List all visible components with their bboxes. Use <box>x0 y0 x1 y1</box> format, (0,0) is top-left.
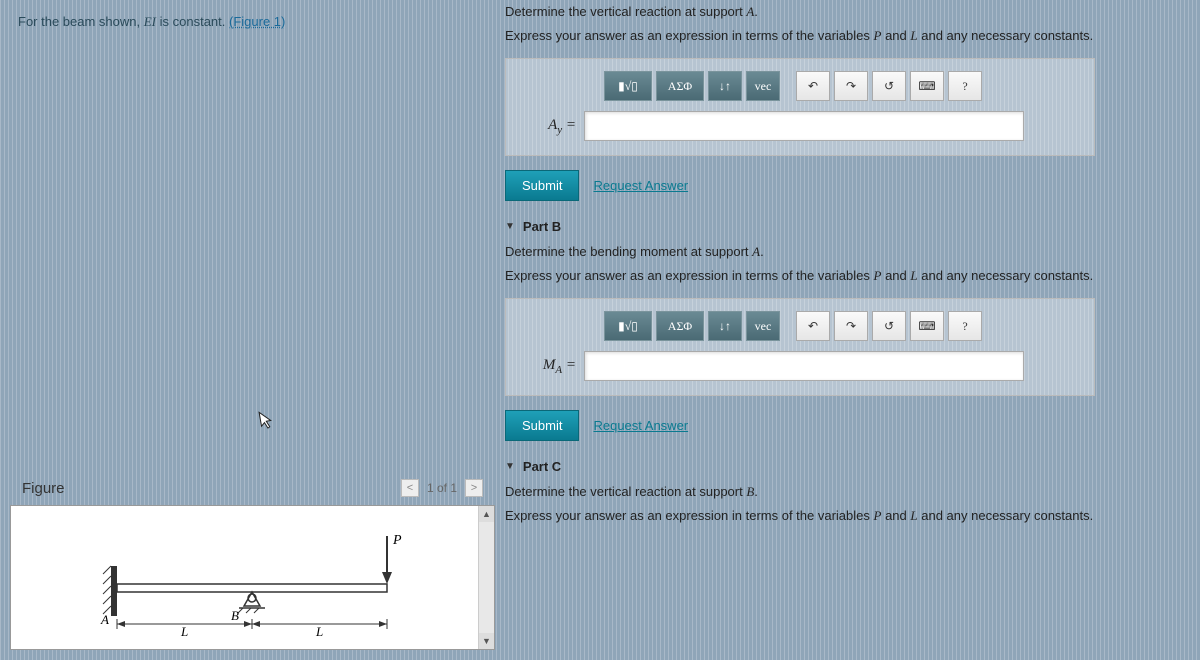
submit-button-A[interactable]: Submit <box>505 170 579 201</box>
answer-box-B: ▮√▯ΑΣΦ↓↑vec ↶↷↺⌨? MA = <box>505 298 1095 396</box>
tool-undo-button[interactable]: ↶ <box>796 311 830 341</box>
request-answer-link-B[interactable]: Request Answer <box>593 418 688 433</box>
part-header-label: Part B <box>523 219 561 234</box>
label-P: P <box>392 533 402 548</box>
figure-next-button[interactable]: > <box>465 479 483 497</box>
answer-label: MA = <box>524 357 576 376</box>
tool-redo-button[interactable]: ↷ <box>834 71 868 101</box>
tool-templates-button[interactable]: ▮√▯ <box>604 71 652 101</box>
answer-label: Ay = <box>524 117 576 136</box>
preamble-before: For the beam shown, <box>18 14 144 29</box>
action-row: Submit Request Answer <box>505 410 1190 441</box>
tool-greek-button[interactable]: ΑΣΦ <box>656 71 704 101</box>
part-C: ▼ Part C Determine the vertical reaction a… <box>505 453 1190 538</box>
beam-diagram: P L L A B <box>31 516 451 646</box>
action-row: Submit Request Answer <box>505 170 1190 201</box>
preamble-after: is constant. <box>156 14 229 29</box>
ei-var: EI <box>144 14 156 29</box>
tool-redo-button[interactable]: ↷ <box>834 311 868 341</box>
part-B: ▼ Part B Determine the bending moment at s… <box>505 213 1190 441</box>
prompt-line: Determine the bending moment at support … <box>505 240 1190 264</box>
tool-vec-button[interactable]: vec <box>746 311 780 341</box>
tool-undo-button[interactable]: ↶ <box>796 71 830 101</box>
tool-subsuper-button[interactable]: ↓↑ <box>708 311 742 341</box>
figure-canvas: P L L A B ▲ <box>10 505 495 650</box>
tool-reset-button[interactable]: ↺ <box>872 311 906 341</box>
part-header-label: Part C <box>523 459 561 474</box>
part-header-B[interactable]: ▼ Part B <box>505 213 1190 240</box>
submit-button-B[interactable]: Submit <box>505 410 579 441</box>
tool-keyboard-button[interactable]: ⌨ <box>910 311 944 341</box>
figure-scrollbar[interactable]: ▲ ▼ <box>478 506 494 649</box>
part-A: Determine the vertical reaction at suppo… <box>505 0 1190 201</box>
caret-down-icon: ▼ <box>505 461 515 472</box>
tool-reset-button[interactable]: ↺ <box>872 71 906 101</box>
tool-templates-button[interactable]: ▮√▯ <box>604 311 652 341</box>
figure-title: Figure <box>22 480 65 497</box>
label-B: B <box>231 608 239 623</box>
scroll-down-button[interactable]: ▼ <box>479 633 494 649</box>
label-L2: L <box>315 624 323 639</box>
scroll-up-button[interactable]: ▲ <box>479 506 494 522</box>
answer-row: Ay = <box>524 111 1076 141</box>
tool-subsuper-button[interactable]: ↓↑ <box>708 71 742 101</box>
figure-pager-label: 1 of 1 <box>427 481 457 495</box>
tool-vec-button[interactable]: vec <box>746 71 780 101</box>
label-A: A <box>100 612 109 627</box>
answer-input-A[interactable] <box>584 111 1024 141</box>
figure-prev-button[interactable]: < <box>401 479 419 497</box>
prompt-sub: Express your answer as an expression in … <box>505 264 1190 298</box>
prompt-line: Determine the vertical reaction at suppo… <box>505 480 1190 504</box>
answer-input-B[interactable] <box>584 351 1024 381</box>
figure-pager: < 1 of 1 > <box>401 479 483 497</box>
tool-keyboard-button[interactable]: ⌨ <box>910 71 944 101</box>
tool-help-button[interactable]: ? <box>948 71 982 101</box>
answer-row: MA = <box>524 351 1076 381</box>
request-answer-link-A[interactable]: Request Answer <box>593 178 688 193</box>
tool-greek-button[interactable]: ΑΣΦ <box>656 311 704 341</box>
answer-box-A: ▮√▯ΑΣΦ↓↑vec ↶↷↺⌨? Ay = <box>505 58 1095 156</box>
part-header-C[interactable]: ▼ Part C <box>505 453 1190 480</box>
prompt-sub: Express your answer as an expression in … <box>505 24 1190 58</box>
label-L1: L <box>180 624 188 639</box>
problem-statement: For the beam shown, EI is constant. (Fig… <box>0 0 505 44</box>
prompt-line: Determine the vertical reaction at suppo… <box>505 0 1190 24</box>
tool-help-button[interactable]: ? <box>948 311 982 341</box>
prompt-sub: Express your answer as an expression in … <box>505 504 1190 538</box>
equation-toolbar: ▮√▯ΑΣΦ↓↑vec ↶↷↺⌨? <box>604 311 1076 341</box>
figure-header: Figure < 1 of 1 > <box>10 471 495 505</box>
equation-toolbar: ▮√▯ΑΣΦ↓↑vec ↶↷↺⌨? <box>604 71 1076 101</box>
caret-down-icon: ▼ <box>505 221 515 232</box>
figure-link[interactable]: (Figure 1) <box>229 14 285 29</box>
cursor-icon <box>258 409 278 436</box>
